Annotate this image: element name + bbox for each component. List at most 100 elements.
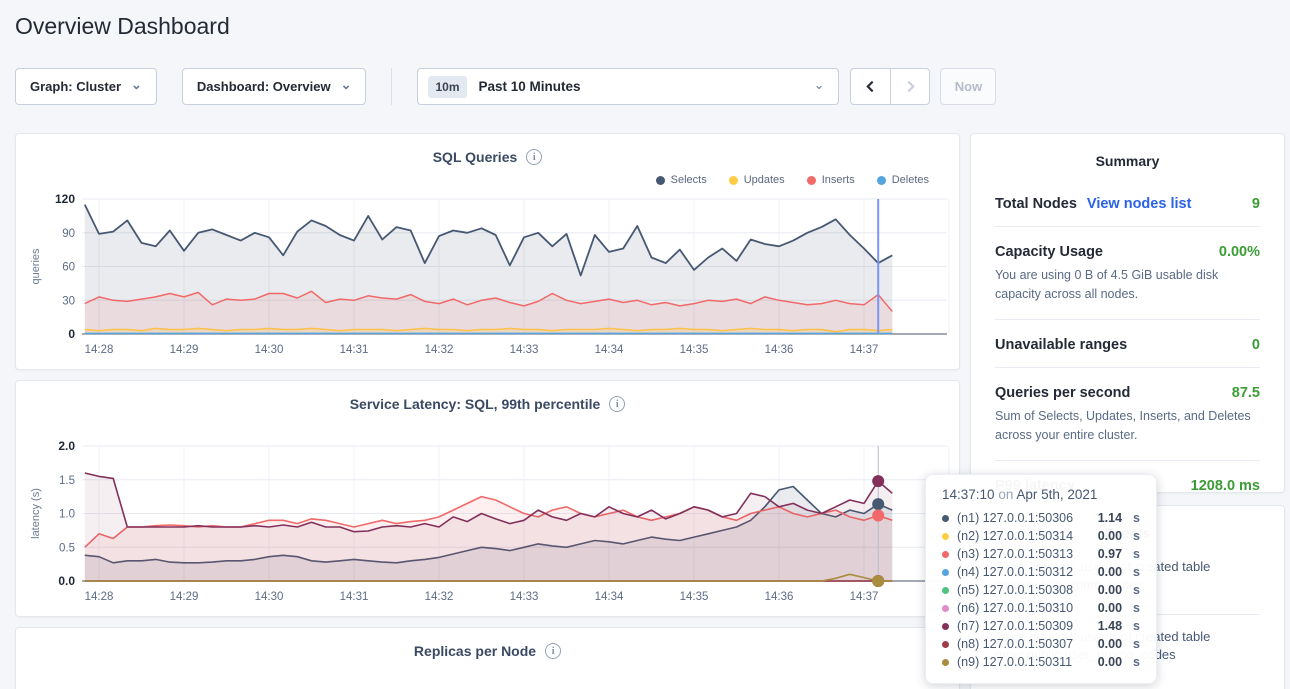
time-step-buttons (850, 68, 931, 105)
tooltip-node-value: 0.00 (1097, 601, 1123, 615)
time-back-button[interactable] (850, 68, 891, 105)
tooltip-node-address: (n9) 127.0.0.1:50311 (957, 655, 1073, 669)
replicas-per-node-card: Replicas per Node i (15, 627, 960, 689)
tooltip-node-address: (n7) 127.0.0.1:50309 (957, 619, 1074, 633)
tooltip-node-row: (n5) 127.0.0.1:50308 0.00 s (942, 581, 1140, 599)
tooltip-on-word: on (998, 487, 1014, 502)
divider (391, 68, 393, 105)
service-latency-card: Service Latency: SQL, 99th percentile i … (15, 380, 960, 617)
tooltip-node-address: (n6) 127.0.0.1:50310 (957, 601, 1074, 615)
service-latency-chart[interactable]: 0.0 0.5 1.0 1.5 2.0 14:28 14:29 14:30 14:31 14:32… (17, 426, 958, 614)
info-icon[interactable]: i (609, 396, 626, 412)
tooltip-node-address: (n1) 127.0.0.1:50306 (957, 511, 1074, 525)
summary-row-line: Capacity Usage 0.00% (995, 244, 1260, 260)
legend-dot-icon (806, 175, 816, 185)
legend-item-updates[interactable]: Updates (728, 174, 785, 186)
summary-row-label: Capacity Usage (995, 244, 1103, 260)
tooltip-node-row: (n9) 127.0.0.1:50311 0.00 s (942, 653, 1140, 671)
node-color-dot-icon (942, 550, 949, 558)
summary-row-value: 0.00% (1218, 244, 1260, 260)
info-icon[interactable]: i (526, 149, 543, 165)
svg-text:60: 60 (62, 262, 75, 274)
chevron-right-icon (907, 80, 915, 93)
sql-queries-title: SQL Queries (432, 149, 518, 165)
node-color-dot-icon (942, 586, 949, 594)
svg-text:2.0: 2.0 (58, 439, 75, 453)
tooltip-node-unit: s (1133, 529, 1140, 543)
svg-text:14:36: 14:36 (765, 344, 794, 356)
legend-dot-icon (876, 175, 886, 185)
dashboard-controls: Graph: Cluster ⌄ Dashboard: Overview ⌄ 1… (15, 68, 997, 105)
svg-text:1.0: 1.0 (59, 509, 75, 521)
summary-title: Summary (1095, 153, 1160, 169)
info-icon[interactable]: i (545, 643, 562, 659)
summary-row-description: Sum of Selects, Updates, Inserts, and De… (995, 408, 1251, 443)
node-color-dot-icon (942, 532, 949, 540)
summary-row: Total Nodes View nodes list 9 (995, 179, 1260, 227)
tooltip-node-row: (n4) 127.0.0.1:50312 0.00 s (942, 563, 1140, 581)
tooltip-node-address: (n8) 127.0.0.1:50307 (957, 637, 1074, 651)
tooltip-node-row: (n6) 127.0.0.1:50310 0.00 s (942, 599, 1140, 617)
svg-text:14:31: 14:31 (340, 344, 369, 356)
legend-item-inserts[interactable]: Inserts (806, 174, 855, 186)
svg-text:14:36: 14:36 (765, 591, 794, 603)
legend-item-deletes[interactable]: Deletes (876, 174, 929, 186)
tooltip-node-address: (n2) 127.0.0.1:50314 (957, 529, 1074, 543)
svg-text:14:30: 14:30 (255, 591, 284, 603)
sql-queries-chart[interactable]: 0 30 60 90 120 14:28 14:29 14:30 14:31 14:32 14:33… (17, 179, 958, 367)
tooltip-node-value: 0.00 (1097, 583, 1123, 597)
tooltip-node-unit: s (1133, 637, 1140, 651)
node-color-dot-icon (942, 604, 949, 612)
tooltip-node-unit: s (1133, 655, 1140, 669)
node-color-dot-icon (942, 622, 949, 630)
svg-text:120: 120 (55, 192, 75, 206)
tooltip-node-address: (n4) 127.0.0.1:50312 (957, 565, 1074, 579)
tooltip-node-address: (n5) 127.0.0.1:50308 (957, 583, 1074, 597)
svg-text:14:29: 14:29 (170, 591, 199, 603)
page-title: Overview Dashboard (15, 13, 230, 39)
chevron-down-icon: ⌄ (813, 77, 825, 92)
time-range-dropdown[interactable]: 10m Past 10 Minutes ⌄ (417, 68, 840, 105)
tooltip-rows: (n1) 127.0.0.1:50306 1.14 s (n2) 127.0.0.1:… (942, 509, 1140, 671)
legend-dot-icon (728, 175, 738, 185)
tooltip-node-unit: s (1133, 547, 1140, 561)
summary-panel: Summary Total Nodes View nodes list 9 Capac… (970, 133, 1285, 494)
tooltip-node-row: (n3) 127.0.0.1:50313 0.97 s (942, 545, 1140, 563)
svg-text:14:30: 14:30 (255, 344, 284, 356)
summary-row-label: Unavailable ranges (995, 336, 1128, 353)
svg-text:queries: queries (30, 248, 42, 285)
graph-scope-dropdown[interactable]: Graph: Cluster ⌄ (15, 68, 157, 105)
tooltip-node-unit: s (1133, 511, 1140, 525)
tooltip-node-row: (n2) 127.0.0.1:50314 0.00 s (942, 527, 1140, 545)
summary-row-value: 87.5 (1231, 384, 1260, 401)
replicas-header: Replicas per Node i (16, 628, 959, 659)
svg-text:14:32: 14:32 (425, 591, 454, 603)
tooltip-node-address: (n3) 127.0.0.1:50313 (957, 547, 1074, 561)
view-nodes-link[interactable]: View nodes list (1086, 196, 1192, 212)
tooltip-header: 14:37:10 on Apr 5th, 2021 (942, 487, 1140, 502)
node-color-dot-icon (942, 640, 949, 648)
dashboard-dropdown[interactable]: Dashboard: Overview ⌄ (181, 68, 367, 105)
time-range-badge: 10m (428, 75, 467, 98)
now-button[interactable]: Now (940, 68, 997, 105)
svg-text:14:34: 14:34 (595, 344, 624, 356)
svg-text:0.0: 0.0 (58, 574, 75, 588)
summary-row-label: Queries per second (995, 384, 1131, 401)
legend-label: Updates (743, 174, 785, 186)
summary-row-value: 0 (1251, 336, 1260, 353)
svg-text:14:28: 14:28 (85, 344, 114, 356)
node-color-dot-icon (942, 658, 949, 666)
legend-item-selects[interactable]: Selects (655, 174, 707, 186)
summary-row: Unavailable ranges 0 (995, 320, 1260, 368)
sql-queries-header: SQL Queries i (16, 134, 959, 165)
summary-row-line: Queries per second 87.5 (995, 385, 1260, 401)
dashboard-dropdown-label: Dashboard: Overview (196, 79, 331, 94)
tooltip-node-value: 0.00 (1097, 565, 1123, 579)
chevron-left-icon (866, 80, 874, 93)
time-forward-button[interactable] (890, 68, 931, 105)
tooltip-node-value: 0.00 (1097, 529, 1123, 543)
svg-text:14:35: 14:35 (680, 344, 709, 356)
svg-text:0.5: 0.5 (59, 542, 75, 554)
svg-text:14:31: 14:31 (340, 591, 369, 603)
graph-scope-label: Graph: Cluster (30, 79, 122, 94)
